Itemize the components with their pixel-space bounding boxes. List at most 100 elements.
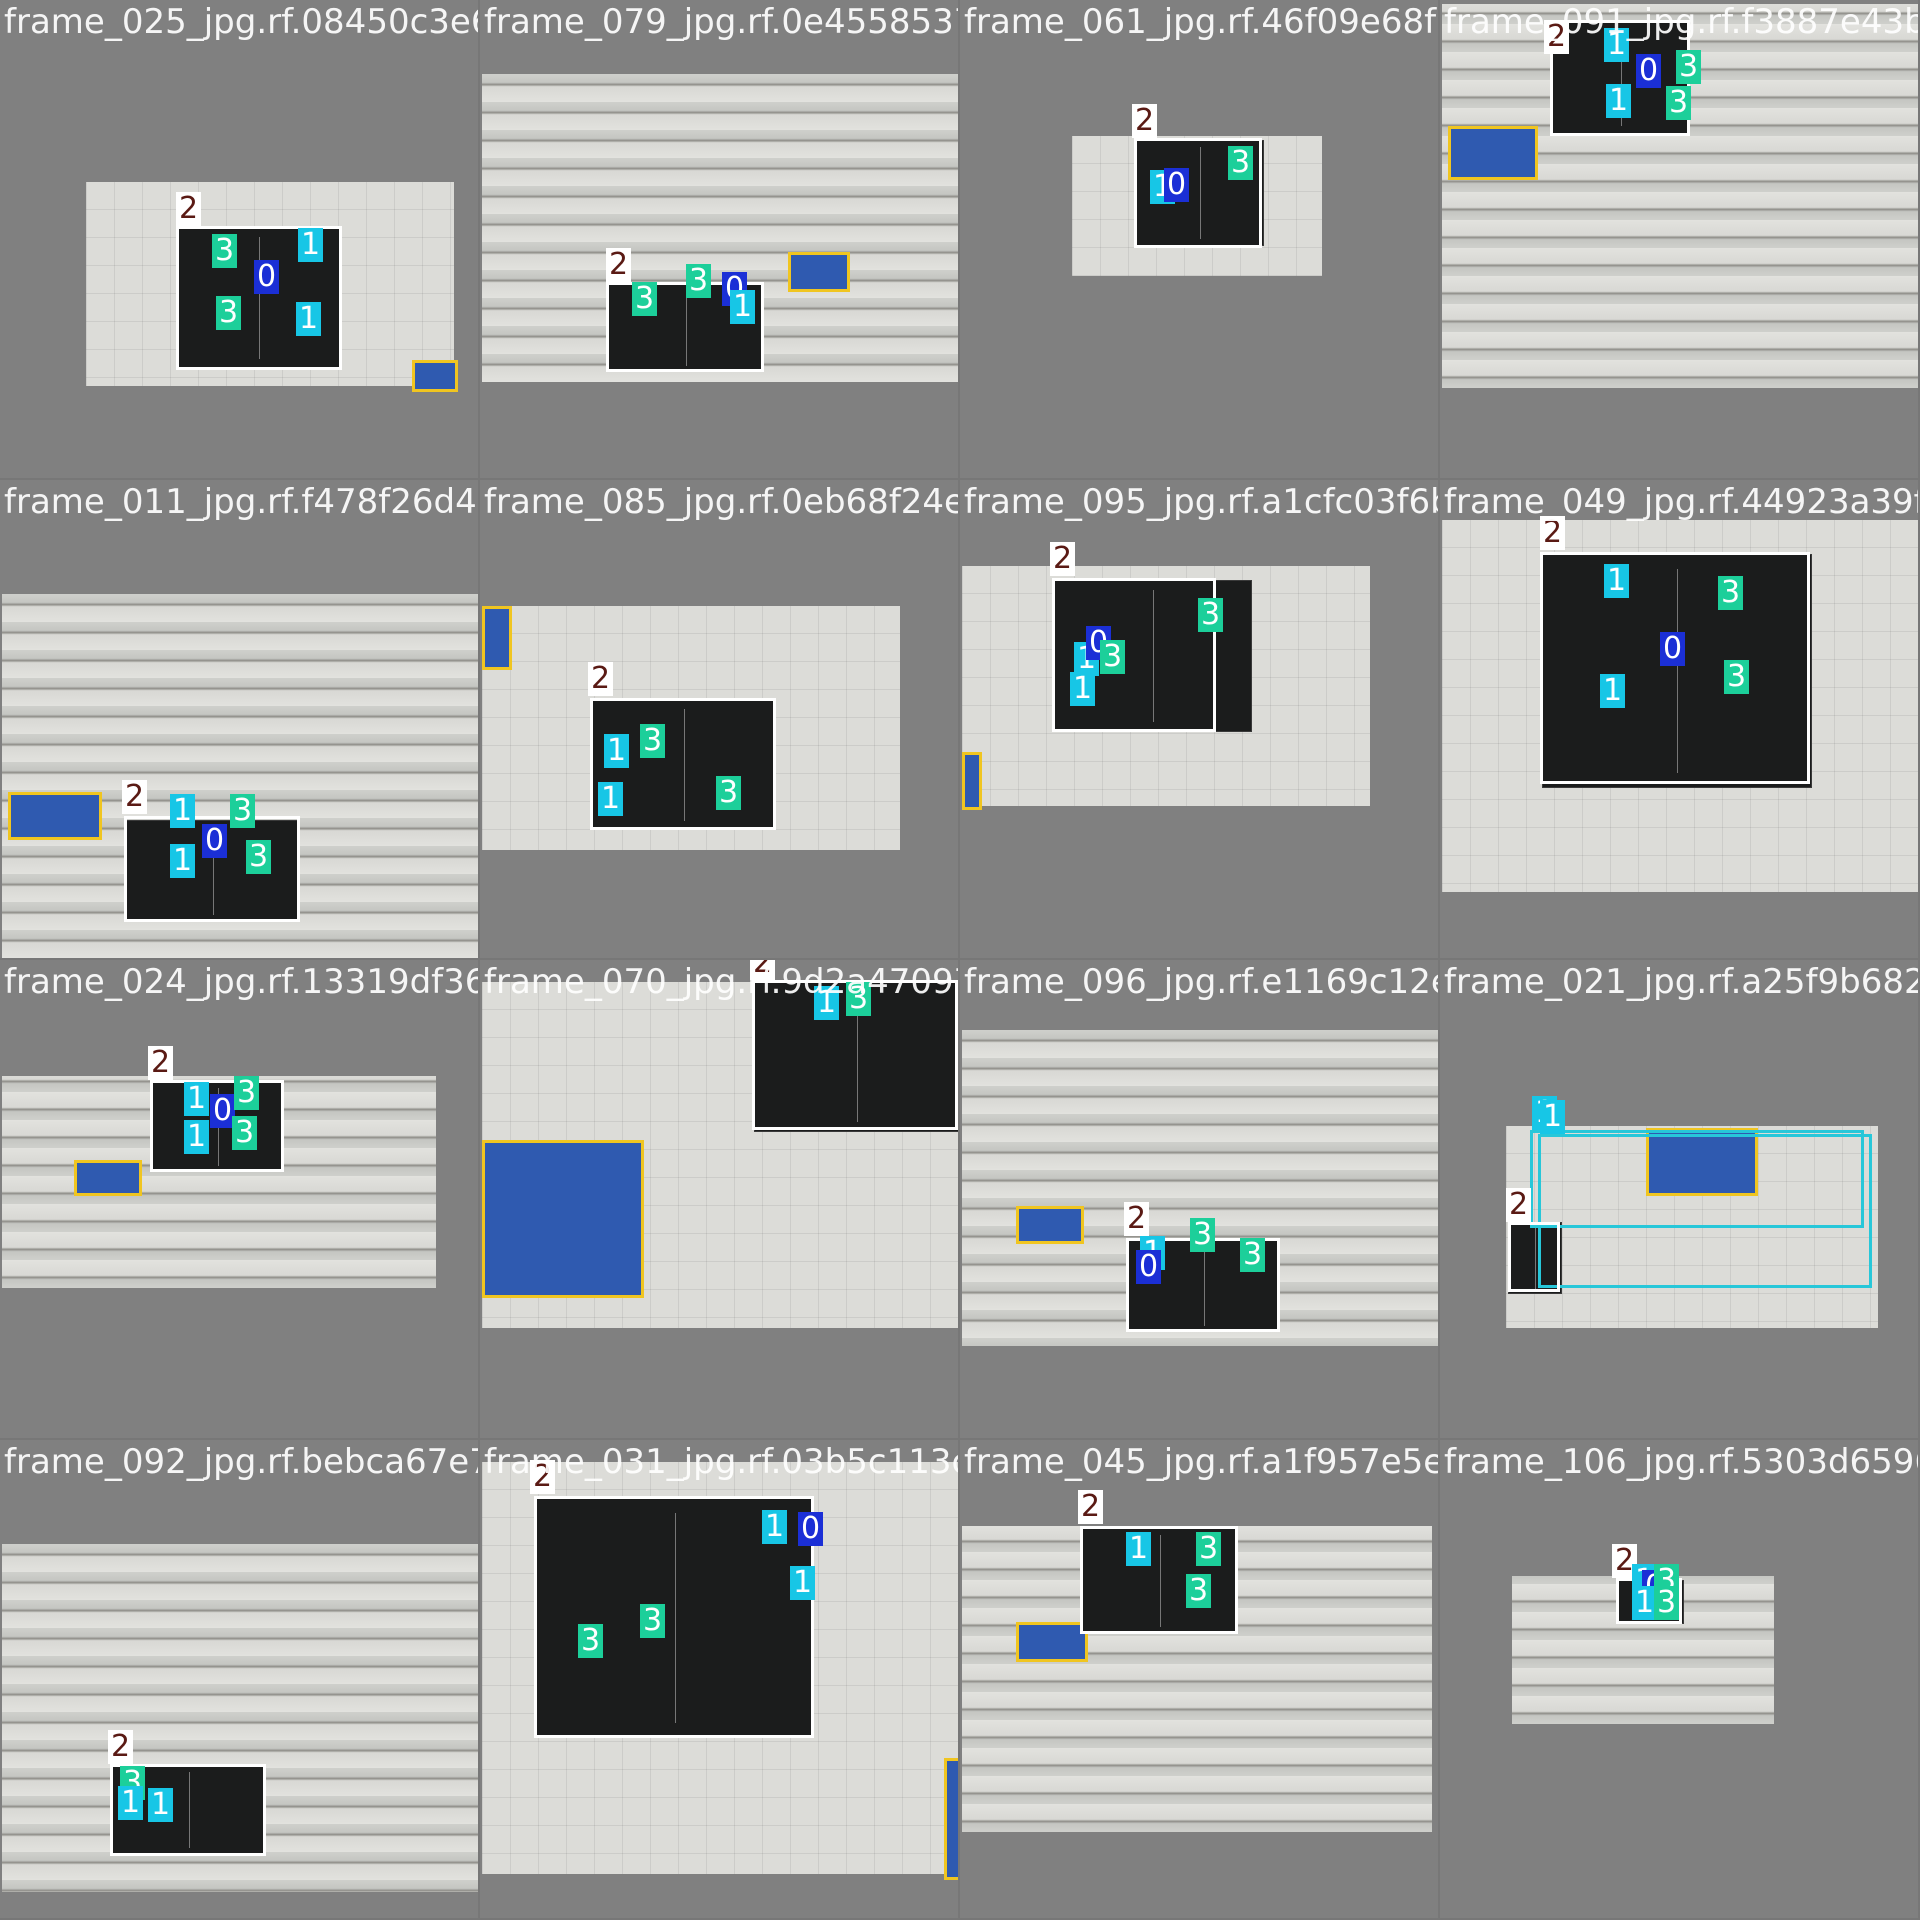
landing-pad <box>1448 126 1538 180</box>
landing-pad <box>1646 1128 1758 1196</box>
tile-title: frame_024_jpg.rf.13319df36f17 <box>4 962 478 1002</box>
label-class-0: 0 <box>1636 54 1662 88</box>
tile-7: frame_095_jpg.rf.a1cfc03f6bf13c18f489fc6… <box>960 480 1438 958</box>
bbox-field <box>1080 1526 1238 1634</box>
label-class-1: 1 <box>118 1786 144 1820</box>
landing-pad <box>482 606 512 670</box>
label-class-2: 2 <box>176 192 202 226</box>
tile-5: frame_011_jpg.rf.f478f26d47fe91379854914… <box>0 480 478 958</box>
label-class-3: 3 <box>1676 50 1702 84</box>
label-class-1: 1 <box>1540 1100 1566 1134</box>
label-class-3: 3 <box>1186 1574 1212 1608</box>
label-class-1: 1 <box>184 1082 210 1116</box>
tile-title: frame_092_jpg.rf.bebca67e7fc2efe73155a0 <box>4 1442 478 1482</box>
landing-pad <box>788 252 850 292</box>
bbox-class-1 <box>1530 1130 1864 1228</box>
label-class-0: 0 <box>202 824 228 858</box>
label-class-3: 3 <box>234 1076 260 1110</box>
bbox-field <box>752 980 958 1130</box>
landing-pad <box>8 792 102 840</box>
label-class-1: 1 <box>1604 28 1630 62</box>
landing-pad <box>74 1160 142 1196</box>
label-class-3: 3 <box>716 776 742 810</box>
label-class-2: 2 <box>122 780 148 814</box>
label-class-2: 2 <box>1050 542 1076 576</box>
tile-title: frame_049_jpg.rf.44923a39f <box>1444 482 1918 522</box>
tile-title: frame_070_jpg.rf.9d2a4709761b535709612f <box>484 962 958 1002</box>
label-class-2: 2 <box>1124 1202 1150 1236</box>
bbox-field <box>1134 138 1262 248</box>
tile-14: frame_031_jpg.rf.03b5c113cf3e12fc945bf8c… <box>480 1440 958 1918</box>
tile-title: frame_025_jpg.rf.08450c3e6f4319a0729139a… <box>4 2 478 42</box>
label-class-1: 1 <box>730 290 756 324</box>
label-class-3: 3 <box>216 296 242 330</box>
bbox-field <box>150 1080 284 1172</box>
label-class-1: 1 <box>1606 84 1632 118</box>
landing-pad <box>1016 1206 1084 1244</box>
label-class-3: 3 <box>578 1624 604 1658</box>
tile-8: frame_049_jpg.rf.44923a39f 2 1 3 0 3 1 <box>1440 480 1918 958</box>
bbox-field <box>606 282 764 372</box>
label-class-2: 2 <box>1078 1490 1104 1524</box>
label-class-3: 3 <box>230 794 256 828</box>
tile-11: frame_096_jpg.rf.e1169c12edf6a883f27ajef… <box>960 960 1438 1438</box>
tile-title: frame_096_jpg.rf.e1169c12edf6a883f27ajef… <box>964 962 1438 1002</box>
bbox-field <box>176 226 342 370</box>
label-class-0: 0 <box>1136 1250 1162 1284</box>
label-class-3: 3 <box>686 264 712 298</box>
label-class-3: 3 <box>1654 1586 1680 1620</box>
bbox-class-1 <box>1538 1134 1872 1288</box>
label-class-0: 0 <box>798 1512 824 1546</box>
label-class-1: 1 <box>604 734 630 768</box>
label-class-3: 3 <box>1228 146 1254 180</box>
bbox-field <box>1540 552 1810 784</box>
landing-pad <box>482 1140 644 1298</box>
robot-field <box>1542 554 1812 788</box>
label-class-1: 1 <box>1632 1586 1658 1620</box>
label-class-2: 2 <box>1540 516 1566 550</box>
bbox-field <box>590 698 776 830</box>
tile-title: frame_106_jpg.rf.5303d6596 <box>1444 1442 1918 1482</box>
label-class-1: 1 <box>790 1566 816 1600</box>
tile-1: frame_025_jpg.rf.08450c3e6f4319a0729139a… <box>0 0 478 478</box>
tile-16: frame_106_jpg.rf.5303d6596 2 1 0 3 1 3 <box>1440 1440 1918 1918</box>
label-class-1: 1 <box>298 228 324 262</box>
label-class-3: 3 <box>246 840 272 874</box>
bbox-field <box>534 1496 814 1738</box>
label-class-3: 3 <box>1718 576 1744 610</box>
label-class-3: 3 <box>1190 1218 1216 1252</box>
label-class-2: 2 <box>108 1730 134 1764</box>
label-class-2: 2 <box>530 1460 556 1494</box>
bbox-field <box>1052 578 1216 732</box>
landing-pad <box>944 1758 958 1880</box>
tile-6: frame_085_jpg.rf.0eb68f24ef864c5a095e0fd… <box>480 480 958 958</box>
tile-title: frame_095_jpg.rf.a1cfc03f6bf13c18f489fc6… <box>964 482 1438 522</box>
label-class-3: 3 <box>232 1116 258 1150</box>
tile-title: frame_061_jpg.rf.46f09e68f2f46efe8891b99… <box>964 2 1438 42</box>
label-class-3: 3 <box>212 234 238 268</box>
tile-title: frame_031_jpg.rf.03b5c113cf3e12fc945bf8c… <box>484 1442 958 1482</box>
tile-12: frame_021_jpg.rf.a25f9b682 1 1 2 <box>1440 960 1918 1438</box>
tile-13: frame_092_jpg.rf.bebca67e7fc2efe73155a0 … <box>0 1440 478 1918</box>
label-class-3: 3 <box>1240 1238 1266 1272</box>
tile-15: frame_045_jpg.rf.a1f957e5e906f51007a4e96… <box>960 1440 1438 1918</box>
label-class-1: 1 <box>762 1510 788 1544</box>
label-class-1: 1 <box>170 844 196 878</box>
label-class-2: 2 <box>750 960 776 980</box>
tile-title: frame_011_jpg.rf.f478f26d47fe91379854914… <box>4 482 478 522</box>
label-class-1: 1 <box>1070 672 1096 706</box>
label-class-0: 0 <box>254 260 280 294</box>
bbox-field <box>124 816 300 922</box>
landing-pad <box>1016 1622 1088 1662</box>
label-class-3: 3 <box>632 282 658 316</box>
label-class-1: 1 <box>184 1120 210 1154</box>
label-class-1: 1 <box>1600 674 1626 708</box>
label-class-1: 1 <box>296 302 322 336</box>
label-class-2: 2 <box>606 248 632 282</box>
tile-title: frame_021_jpg.rf.a25f9b682 <box>1444 962 1918 1002</box>
tile-title: frame_091_jpg.rf.f3887e43b <box>1444 2 1918 42</box>
label-class-1: 1 <box>1126 1532 1152 1566</box>
tile-10: frame_070_jpg.rf.9d2a4709761b535709612f … <box>480 960 958 1438</box>
label-class-3: 3 <box>1198 598 1224 632</box>
